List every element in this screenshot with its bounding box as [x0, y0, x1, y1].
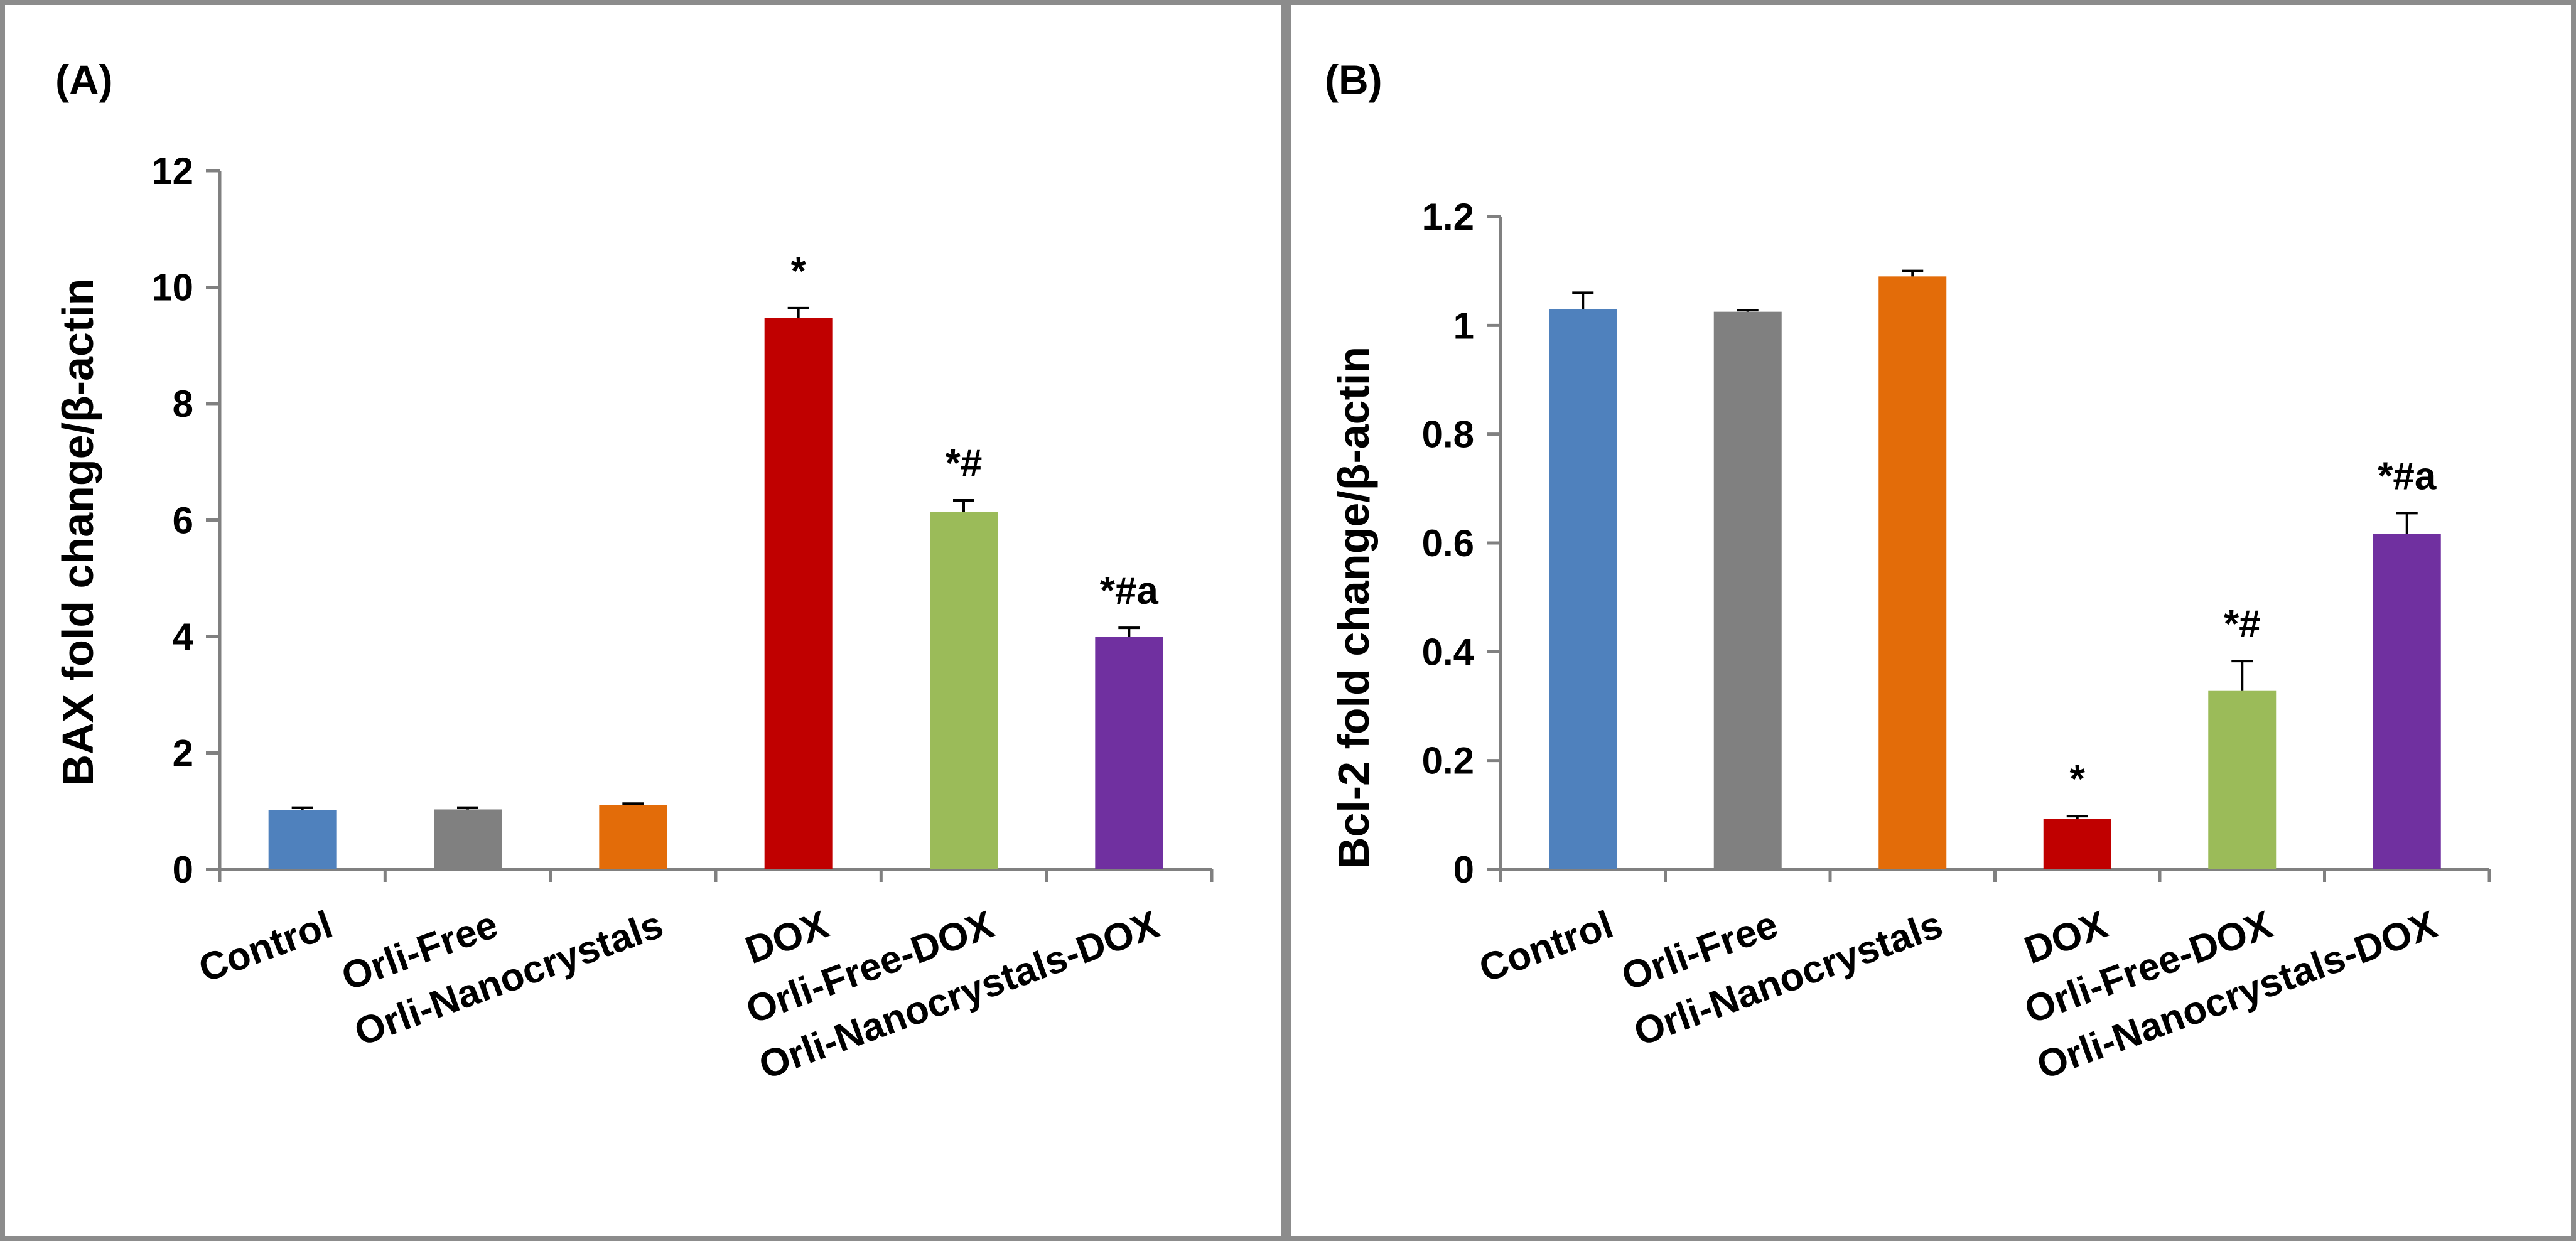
bar [1713, 311, 1782, 870]
bar [2208, 690, 2277, 869]
bar [930, 512, 998, 869]
bar [1549, 309, 1617, 869]
y-tick-label: 1 [1453, 304, 1474, 347]
bar [599, 805, 667, 869]
panel-a-y-axis-label: BAX fold change/β-actin [53, 279, 102, 787]
y-tick-label: 8 [173, 383, 193, 425]
significance-label: *#a [2378, 454, 2437, 498]
panel-a-label: (A) [55, 56, 113, 103]
bar [1878, 276, 1947, 869]
significance-label: *# [2224, 603, 2261, 646]
panel-b-bars [1549, 276, 2441, 870]
panel-b-y-axis-label: Bcl-2 fold change/β-actin [1329, 347, 1378, 869]
y-tick-label: 10 [151, 267, 193, 309]
y-tick-label: 4 [173, 616, 194, 658]
panel-b-chart: (B) Bcl-2 fold change/β-actin 0 0.2 0.4 0.6… [1325, 56, 2491, 1088]
y-tick-label: 6 [173, 500, 193, 542]
bar [2043, 819, 2111, 869]
y-tick-label: 2 [173, 733, 193, 775]
panel-a-axes [206, 169, 1214, 882]
significance-label: * [2070, 758, 2086, 801]
y-tick-label: 0.8 [1422, 414, 1474, 456]
panel-b-y-tick-labels: 0 0.2 0.4 0.6 0.8 1 1.2 [1422, 196, 1475, 891]
significance-label: *#a [1100, 569, 1159, 613]
panel-b-error-bars [1572, 269, 2418, 819]
y-tick-label: 0.2 [1422, 740, 1474, 782]
panel-b-label: (B) [1325, 56, 1382, 103]
y-tick-label: 0.6 [1422, 522, 1474, 564]
panel-b-axes [1487, 215, 2491, 882]
panel-a-frame [0, 0, 1286, 1241]
y-tick-label: 0 [1453, 849, 1474, 891]
bar [434, 809, 502, 869]
y-tick-label: 0.4 [1422, 631, 1475, 673]
y-tick-label: 12 [151, 150, 193, 192]
significance-label: * [791, 250, 807, 293]
bar [2373, 534, 2441, 869]
panel-a-y-tick-labels: 0 2 4 6 8 10 12 [151, 150, 193, 891]
panel-a-error-bars [291, 306, 1140, 810]
significance-label: *# [946, 442, 983, 485]
panel-b-significance-labels: * *# *#a [2070, 454, 2437, 801]
panel-a-significance-labels: * *# *#a [791, 250, 1159, 613]
y-tick-label: 1.2 [1422, 196, 1474, 238]
bar [1095, 637, 1163, 869]
bar [764, 318, 833, 870]
panel-a-bars [268, 318, 1163, 870]
y-tick-label: 0 [173, 849, 193, 891]
bar [268, 810, 337, 869]
